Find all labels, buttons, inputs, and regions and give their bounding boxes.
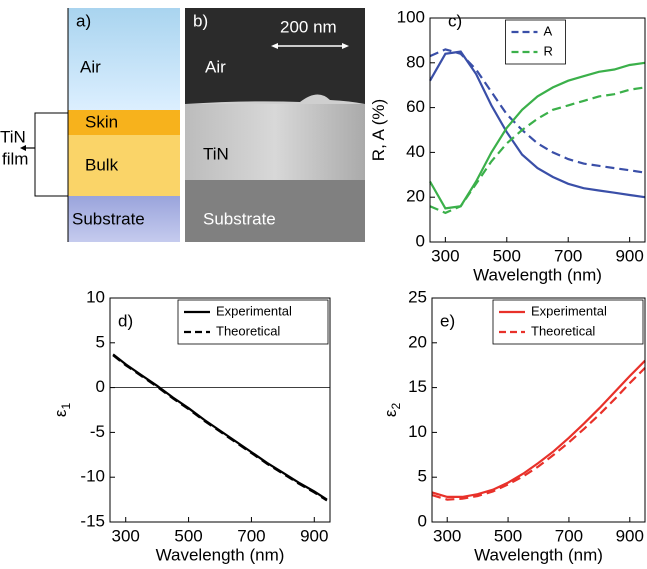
y-axis-label-sub: 2 <box>389 403 403 410</box>
film-bracket <box>34 112 68 197</box>
y-axis-label-main: ε <box>381 409 400 417</box>
layer-label: Skin <box>85 112 118 131</box>
x-tick-label: 700 <box>237 526 265 545</box>
legend-box <box>492 299 644 345</box>
sem-tin <box>185 104 365 180</box>
region-label: TiN <box>203 144 229 163</box>
y-axis-label: ε1 <box>51 403 73 418</box>
x-tick-label: 900 <box>615 246 643 265</box>
panel-label: a) <box>76 11 91 30</box>
y-tick-label: 40 <box>406 142 425 161</box>
panel-a: a) Air Skin Bulk Substrate TiN film <box>0 8 180 242</box>
x-tick-label: 900 <box>300 526 328 545</box>
plot-frame <box>431 297 646 523</box>
y-axis-label-main: ε <box>51 409 70 417</box>
plot-frame <box>429 17 646 243</box>
y-tick-label: 10 <box>86 287 105 306</box>
series-line <box>431 359 646 498</box>
sem-air <box>185 8 365 104</box>
layer-label: Bulk <box>85 155 119 174</box>
y-tick-label: 15 <box>408 377 427 396</box>
series-line <box>112 354 328 502</box>
sem-surface <box>185 94 365 104</box>
scale-bar-label: 200 nm <box>280 17 337 36</box>
sem-substrate <box>185 180 365 242</box>
layer-label: Air <box>80 57 101 76</box>
panel-label: b) <box>193 11 208 30</box>
x-tick-label: 700 <box>555 526 583 545</box>
series-line <box>431 367 646 501</box>
y-tick-label: 10 <box>408 422 427 441</box>
x-tick-label: 500 <box>494 526 522 545</box>
bulk-layer <box>68 135 180 196</box>
x-tick-label: 900 <box>616 526 644 545</box>
x-axis-label: Wavelength (nm) <box>156 545 285 564</box>
y-tick-label: 20 <box>408 332 427 351</box>
x-tick-label: 500 <box>174 526 202 545</box>
y-tick-label: 5 <box>418 467 427 486</box>
panel-b: b) 200 nm Air TiN Substrate <box>185 8 365 242</box>
y-tick-label: 0 <box>96 377 105 396</box>
skin-layer <box>68 110 180 135</box>
y-tick-label: 80 <box>406 52 425 71</box>
y-axis-label-sub: 1 <box>59 403 73 410</box>
panel-label: d) <box>118 311 133 330</box>
panel-label: c) <box>448 11 462 30</box>
series-line-dashed <box>429 48 646 174</box>
y-tick-label: -15 <box>80 511 105 530</box>
legend-label: R <box>544 43 553 58</box>
legend-label: Theoretical <box>531 323 595 338</box>
y-tick-label: 20 <box>406 187 425 206</box>
x-axis-label: Wavelength (nm) <box>474 545 603 564</box>
y-tick-label: -5 <box>90 422 105 441</box>
substrate-layer <box>68 196 180 242</box>
film-label: TiN <box>0 127 26 146</box>
y-tick-label: 5 <box>96 332 105 351</box>
film-label: film <box>2 149 28 168</box>
legend-label: A <box>544 23 553 38</box>
region-label: Air <box>205 57 226 76</box>
x-tick-label: 300 <box>433 526 461 545</box>
y-tick-label: 100 <box>397 7 425 26</box>
arrow-head <box>20 145 26 151</box>
panel-label: e) <box>440 311 455 330</box>
legend-label: Experimental <box>216 303 292 318</box>
y-axis-label: ε2 <box>381 403 403 418</box>
y-tick-label: 0 <box>416 231 425 250</box>
air-layer <box>68 8 180 110</box>
plot-frame <box>109 297 331 523</box>
legend-label: Theoretical <box>216 323 280 338</box>
series-line-dashed <box>429 86 646 215</box>
y-axis-label-main: R, A (%) <box>369 99 388 161</box>
x-axis-label: Wavelength (nm) <box>473 265 602 284</box>
x-tick-label: 700 <box>554 246 582 265</box>
layer-label: Substrate <box>72 209 145 228</box>
y-axis-label: R, A (%) <box>369 99 388 161</box>
x-tick-label: 300 <box>431 246 459 265</box>
legend-label: Experimental <box>531 303 607 318</box>
legend-box <box>505 19 566 65</box>
y-tick-label: 25 <box>408 287 427 306</box>
x-tick-label: 300 <box>112 526 140 545</box>
y-tick-label: 0 <box>418 511 427 530</box>
x-tick-label: 500 <box>493 246 521 265</box>
region-label: Substrate <box>203 209 276 228</box>
y-tick-label: 60 <box>406 97 425 116</box>
legend-box <box>177 299 329 345</box>
y-tick-label: -10 <box>80 467 105 486</box>
series-line <box>429 50 646 199</box>
